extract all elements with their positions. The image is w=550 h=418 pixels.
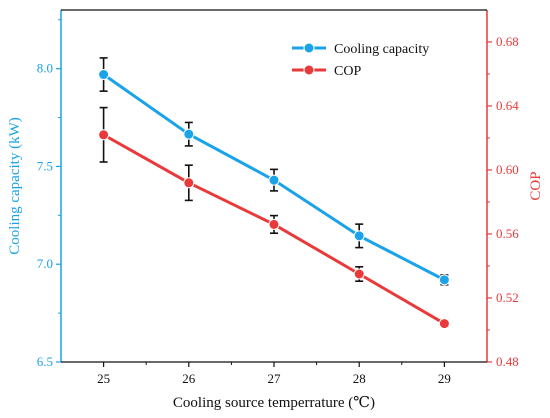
right-tick-label: 0.52 <box>496 290 519 305</box>
data-point <box>438 318 450 330</box>
data-point <box>183 177 195 189</box>
data-point <box>353 230 365 242</box>
data-point <box>98 129 110 141</box>
data-point <box>268 174 280 186</box>
x-tick-label: 26 <box>182 371 196 386</box>
right-tick-label: 0.56 <box>496 226 519 241</box>
x-tick-label: 27 <box>268 371 282 386</box>
x-tick-label: 29 <box>438 371 451 386</box>
right-tick-label: 0.48 <box>496 354 519 369</box>
data-point <box>353 268 365 280</box>
legend-label: Cooling capacity <box>334 42 429 57</box>
right-tick-label: 0.64 <box>496 98 519 113</box>
left-tick-label: 8.0 <box>37 61 53 76</box>
left-tick-label: 7.5 <box>37 158 53 173</box>
error-bars <box>99 57 449 328</box>
legend-swatch-marker <box>303 42 315 54</box>
data-point <box>98 69 110 81</box>
axis-labels: Cooling source temperrature (℃) Cooling c… <box>7 117 544 411</box>
left-tick-label: 7.0 <box>37 256 53 271</box>
data-point <box>183 128 195 140</box>
left-axis-label: Cooling capacity (kW) <box>7 117 23 254</box>
right-tick-label: 0.60 <box>496 162 519 177</box>
legend: Cooling capacity COP <box>292 42 429 79</box>
x-axis-label: Cooling source temperrature (℃) <box>173 395 375 411</box>
legend-label: COP <box>334 64 361 79</box>
right-tick-label: 0.68 <box>496 34 519 49</box>
axes: 6.5 7.0 7.5 8.0 0.48 0.52 0.56 0.60 0.64 0.68 25 26… <box>37 9 519 386</box>
left-tick-label: 6.5 <box>37 354 53 369</box>
series-lines <box>102 73 446 325</box>
x-tick-label: 28 <box>353 371 366 386</box>
x-tick-label: 25 <box>97 371 110 386</box>
data-point <box>438 274 450 286</box>
data-points <box>98 69 450 330</box>
right-axis-label: COP <box>528 171 544 200</box>
data-point <box>268 218 280 230</box>
legend-swatch-marker <box>303 64 315 76</box>
